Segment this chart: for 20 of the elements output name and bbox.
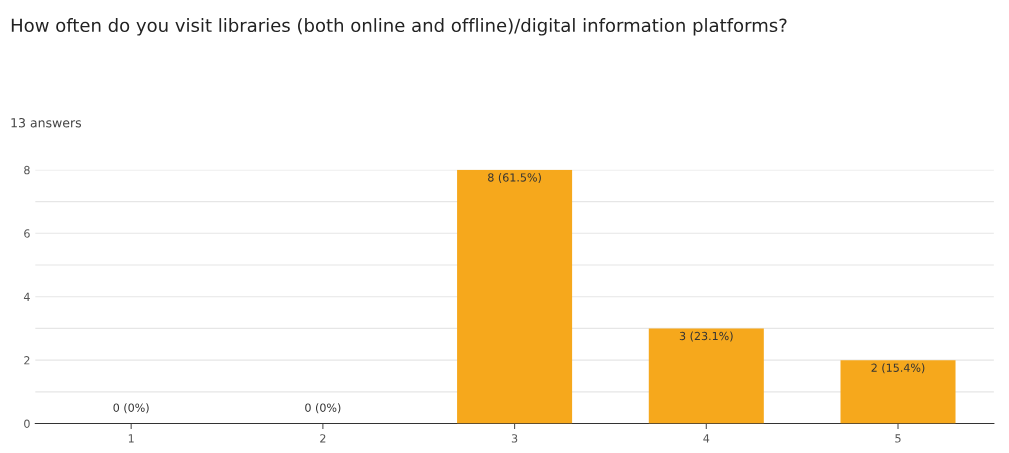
data-label: 2 (15.4%) xyxy=(871,363,925,374)
data-label: 0 (0%) xyxy=(305,403,341,414)
chart-title: How often do you visit libraries (both online and offline)/digital information platforms? xyxy=(11,18,787,36)
bar xyxy=(648,328,764,424)
chart-subtitle: 13 answers xyxy=(11,118,82,128)
x-tick-label: 1 xyxy=(128,434,134,443)
y-tick-label: 2 xyxy=(24,356,30,365)
data-label: 0 (0%) xyxy=(113,403,149,414)
y-tick-label: 6 xyxy=(24,229,30,238)
y-tick-label: 4 xyxy=(23,292,30,301)
x-tick-label: 5 xyxy=(895,434,901,443)
data-label: 8 (61.5%) xyxy=(488,173,541,183)
x-tick-label: 2 xyxy=(320,434,326,443)
x-tick-label: 4 xyxy=(703,434,710,443)
bar xyxy=(840,360,956,424)
data-label: 3 (23.1%) xyxy=(679,331,733,342)
x-tick-label: 3 xyxy=(511,434,518,443)
y-tick-label: 0 xyxy=(24,419,30,428)
bar xyxy=(457,169,573,424)
y-tick-label: 8 xyxy=(24,165,30,175)
